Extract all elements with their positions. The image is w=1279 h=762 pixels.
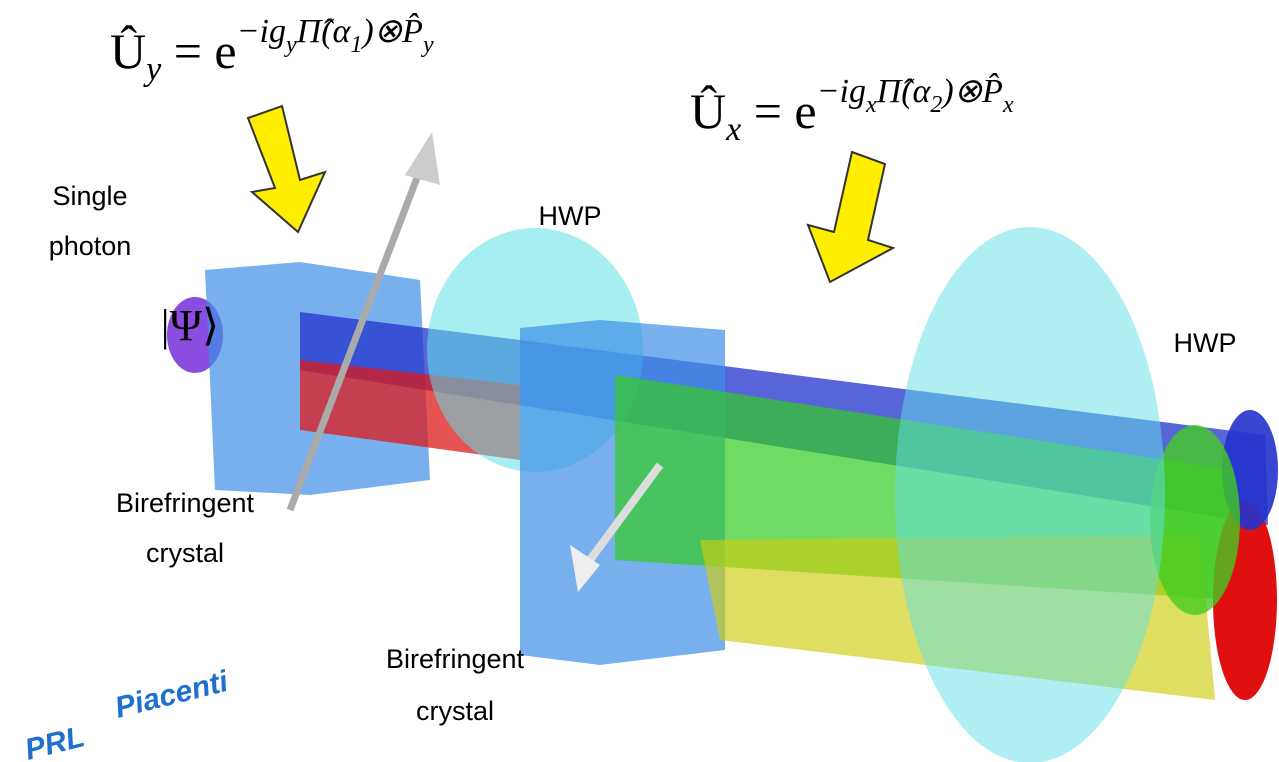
formula-part: −ig bbox=[817, 73, 866, 110]
yellow-arrow bbox=[808, 152, 893, 282]
formula-part: 1 bbox=[350, 32, 362, 58]
label: Birefringent bbox=[386, 644, 525, 674]
formula-part: )⊗P̂ bbox=[940, 72, 1003, 110]
citation-author: Piacenti bbox=[112, 665, 232, 725]
label: HWP bbox=[1174, 328, 1237, 358]
yellow-arrow bbox=[248, 106, 325, 232]
formula-part: Π̂(α bbox=[296, 13, 352, 50]
diagram: Ûy = e−igyΠ̂(α1)⊗P̂y Ûx = e−igxΠ̂(α2)⊗P̂… bbox=[0, 0, 1279, 762]
label: Single bbox=[52, 181, 127, 211]
formula-part: y bbox=[421, 32, 434, 58]
formula-part: x bbox=[725, 111, 741, 148]
formula-part: Û bbox=[110, 23, 146, 79]
axis-arrowhead bbox=[405, 132, 440, 185]
formula: Ûy = e−igyΠ̂(α1)⊗P̂y bbox=[110, 12, 434, 88]
formula-part: Û bbox=[690, 83, 726, 139]
label: crystal bbox=[416, 696, 494, 726]
label: Birefringent bbox=[116, 488, 255, 518]
formula-part: y bbox=[284, 32, 297, 58]
label: HWP bbox=[539, 201, 602, 231]
hwp-disk bbox=[895, 227, 1165, 762]
formula-part: y bbox=[143, 51, 162, 88]
citation-journal: PRL bbox=[22, 720, 88, 762]
formula-part: x bbox=[865, 92, 877, 118]
formula-part: )⊗P̂ bbox=[360, 12, 423, 50]
formula-part: −ig bbox=[237, 13, 286, 50]
formula-part: 2 bbox=[930, 92, 942, 118]
label: photon bbox=[49, 231, 132, 261]
state-label: |Ψ⟩ bbox=[161, 301, 219, 350]
formula-part: x bbox=[1002, 92, 1014, 118]
formula-part: = e bbox=[161, 23, 236, 79]
label: crystal bbox=[146, 538, 224, 568]
formula-part: Π̂(α bbox=[876, 73, 932, 110]
formula: Ûx = e−igxΠ̂(α2)⊗P̂x bbox=[690, 72, 1014, 148]
formula-part: = e bbox=[741, 83, 816, 139]
